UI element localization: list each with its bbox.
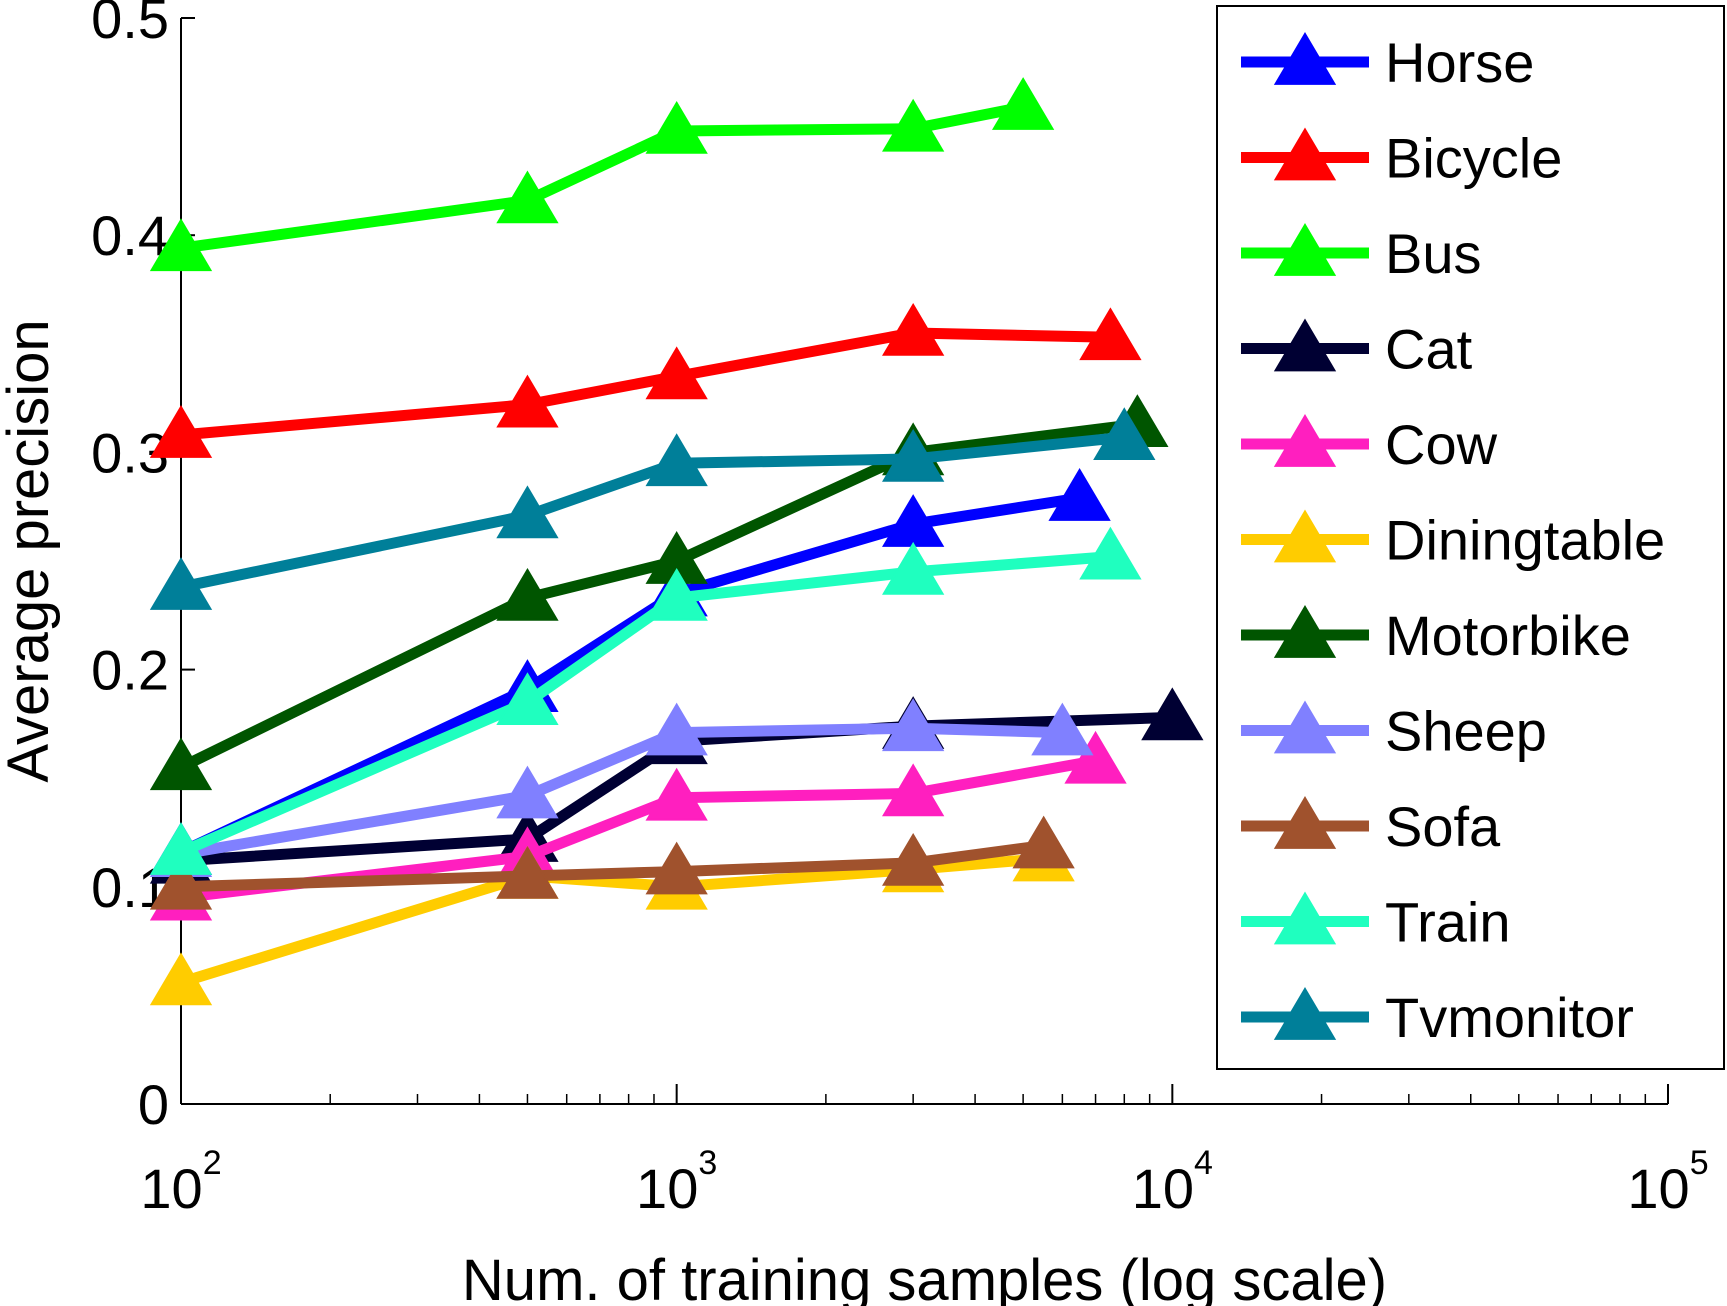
legend-marker [1273,414,1337,467]
y-tick-label: 0 [138,1073,169,1136]
legend-item-cow: Cow [1241,413,1498,476]
legend-item-motorbike: Motorbike [1241,604,1631,667]
data-point-marker [149,737,213,791]
series-bus [149,77,1055,272]
x-tick-base: 10 [140,1157,202,1220]
data-point-marker [496,567,559,621]
series-sofa [149,815,1075,910]
data-point-marker [496,374,559,428]
legend-item-sheep: Sheep [1241,700,1547,763]
data-point-marker [882,302,945,356]
x-tick-exponent: 2 [203,1144,222,1182]
data-point-marker [882,832,945,886]
legend-marker [1273,32,1337,85]
legend-item-sofa: Sofa [1241,795,1501,858]
data-point-marker [645,841,708,895]
series-tvmonitor [149,407,1156,610]
data-point-marker [496,765,559,819]
data-point-marker [882,698,945,752]
data-point-marker [1048,468,1111,521]
legend-label: Sheep [1385,700,1547,763]
legend-marker [1273,987,1337,1040]
data-point-marker [1012,815,1075,869]
legend-label: Train [1385,891,1511,954]
legend-label: Diningtable [1385,509,1665,572]
data-point-marker [645,100,708,154]
data-point-marker [645,433,708,487]
plot-area: 10 2 10 3 10 4 10 5 00.10.20.30.40.5 [91,0,1708,1220]
y-tick-label: 0.2 [91,639,169,702]
x-axis-label: Num. of training samples (log scale) [462,1248,1387,1306]
series-group [149,77,1204,1006]
legend-item-cat: Cat [1241,318,1473,381]
data-point-marker [1093,407,1156,461]
legend-marker [1273,223,1337,276]
data-point-marker [645,567,708,621]
data-point-marker [149,218,213,272]
legend-item-bicycle: Bicycle [1241,127,1562,190]
y-tick-label: 0.5 [91,0,169,50]
x-tick-base: 10 [636,1157,698,1220]
y-tick-label: 0.4 [91,204,169,267]
series-bicycle [149,302,1142,458]
data-point-marker [1141,687,1204,741]
x-ticks: 10 2 10 3 10 4 10 5 [140,1084,1709,1220]
data-point-marker [1079,307,1142,361]
data-point-marker [149,405,213,458]
x-minor-ticks [329,1094,1647,1104]
legend-marker [1273,891,1337,945]
y-axis-label: Average precision [0,319,61,782]
legend-item-bus: Bus [1241,222,1482,285]
data-point-marker [1064,730,1127,784]
x-tick-exponent: 4 [1194,1144,1213,1182]
legend-marker [1273,318,1337,372]
x-tick-exponent: 3 [698,1144,717,1182]
legend-items: Horse Bicycle Bus Cat Cow Diningtable Motorbik… [1241,31,1665,1049]
series-motorbike [149,394,1169,791]
legend-marker [1273,605,1337,658]
legend-marker [1273,700,1337,754]
legend-label: Sofa [1385,795,1501,858]
data-point-marker [882,98,945,152]
data-point-marker [645,702,708,756]
data-point-marker [645,346,708,400]
data-point-marker [645,767,708,821]
data-point-marker [1079,526,1142,580]
x-tick-base: 10 [1132,1157,1194,1220]
series-train [149,526,1142,875]
legend-label: Motorbike [1385,604,1631,667]
data-point-marker [1031,702,1094,756]
legend-item-horse: Horse [1241,31,1534,94]
legend-item-train: Train [1241,891,1511,954]
data-point-marker [149,557,213,610]
data-point-marker [496,170,559,224]
legend-label: Horse [1385,31,1534,94]
data-point-marker [991,77,1055,130]
legend-label: Bicycle [1385,127,1562,190]
legend: Horse Bicycle Bus Cat Cow Diningtable Motorbik… [1216,5,1725,1070]
legend-marker [1273,796,1337,849]
legend-label: Bus [1385,222,1482,285]
data-point-marker [496,485,559,539]
x-tick-exponent: 5 [1690,1144,1709,1182]
legend-item-tvmonitor: Tvmonitor [1241,986,1634,1049]
data-point-marker [882,541,945,595]
legend-marker [1273,127,1337,181]
legend-marker [1273,509,1337,563]
data-point-marker [149,822,213,875]
data-point-marker [496,845,559,899]
legend-item-diningtable: Diningtable [1241,509,1665,572]
data-point-marker [882,763,945,817]
data-point-marker [149,952,213,1006]
series-line [180,327,1111,441]
data-point-marker [149,856,213,910]
legend-label: Tvmonitor [1385,986,1634,1049]
legend-label: Cow [1385,413,1498,476]
x-tick-base: 10 [1627,1157,1689,1220]
legend-label: Cat [1385,318,1473,381]
data-point-marker [496,672,559,726]
data-point-marker [882,428,945,482]
